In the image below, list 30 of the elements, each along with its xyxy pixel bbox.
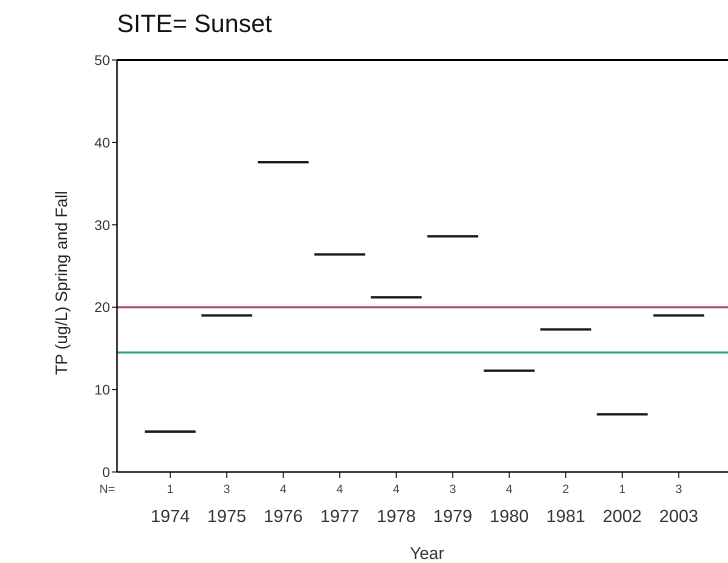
y-tick-label: 30 xyxy=(94,216,110,233)
text: 4 xyxy=(506,482,513,496)
y-tick-label: 50 xyxy=(94,52,110,68)
text: 2 xyxy=(562,482,570,496)
text: 3 xyxy=(223,482,230,496)
x-tick-label: 1980 xyxy=(490,506,529,526)
text: N= xyxy=(99,482,115,496)
x-tick-label: 1975 xyxy=(207,506,246,526)
y-tick-label: 0 xyxy=(102,464,110,480)
chart-title: SITE= Sunset xyxy=(117,10,272,38)
y-tick-label: 10 xyxy=(94,382,110,398)
text: 1 xyxy=(618,482,626,496)
text: 4 xyxy=(280,482,287,496)
y-tick-label: 40 xyxy=(94,134,110,150)
x-tick-label: 1976 xyxy=(264,506,303,526)
text: 4 xyxy=(392,482,400,496)
x-tick-label: 1979 xyxy=(433,506,472,526)
text: 1 xyxy=(166,482,174,496)
x-tick-label: 2003 xyxy=(659,506,698,526)
x-tick-label: 1978 xyxy=(376,506,416,526)
x-axis-title: Year xyxy=(410,544,445,563)
x-tick-label: 1981 xyxy=(546,506,586,526)
text: 3 xyxy=(675,482,682,496)
y-axis-title: TP (ug/L) Spring and Fall xyxy=(53,190,71,376)
x-tick-label: 2002 xyxy=(602,506,642,526)
text: 4 xyxy=(336,482,344,496)
text: 3 xyxy=(449,482,456,496)
x-tick-label: 1974 xyxy=(150,506,190,526)
y-tick-label: 20 xyxy=(94,299,110,316)
x-tick-label: 1977 xyxy=(320,506,360,526)
